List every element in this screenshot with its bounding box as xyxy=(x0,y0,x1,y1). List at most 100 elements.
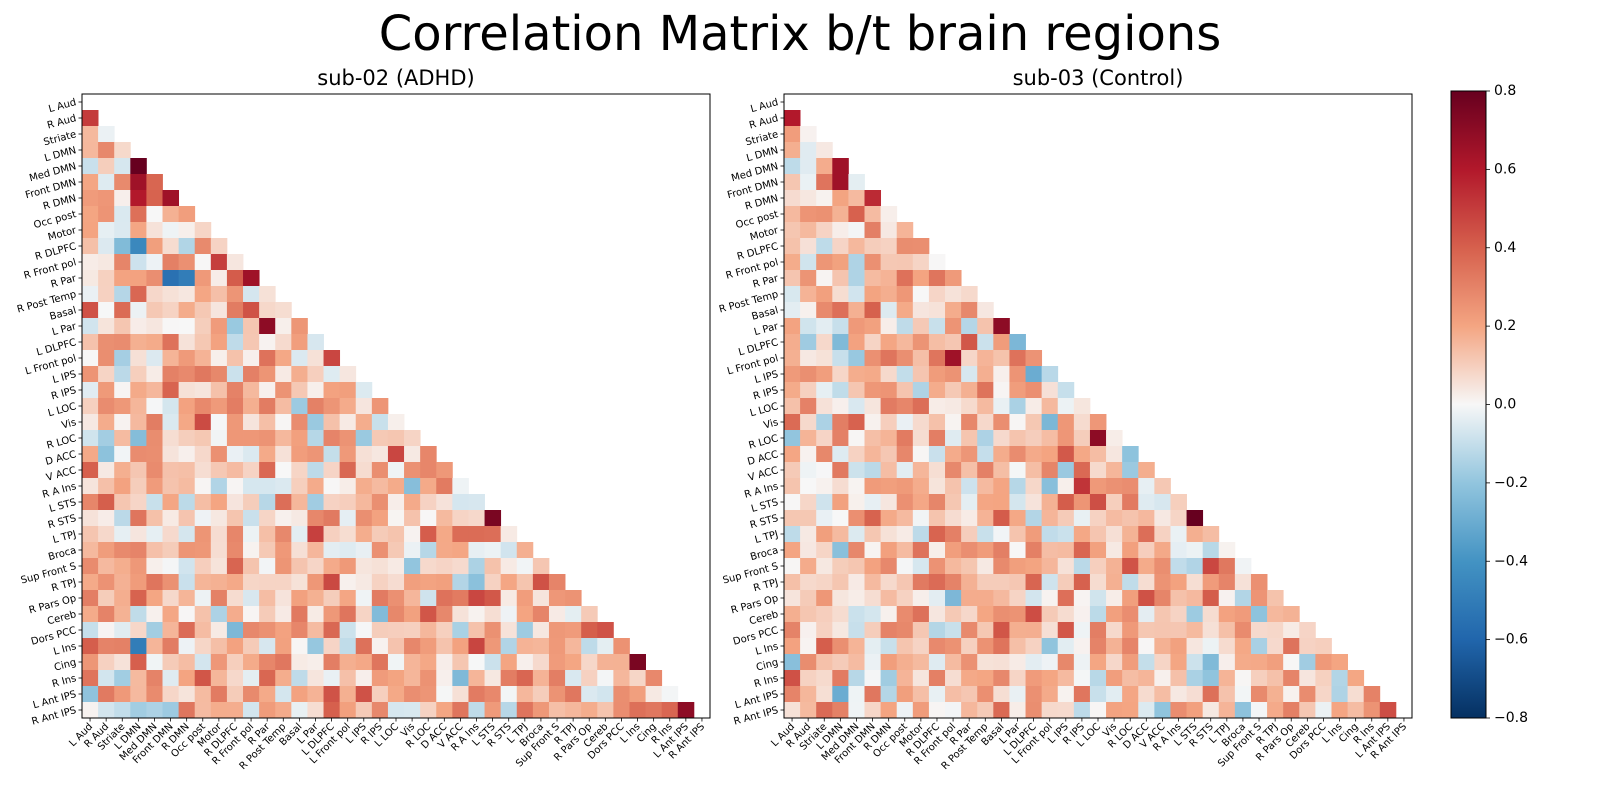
heatmap-cell xyxy=(355,526,373,543)
heatmap-cell xyxy=(848,398,865,415)
heatmap-cell xyxy=(259,542,276,559)
heatmap-cell xyxy=(1089,462,1107,479)
heatmap-cell xyxy=(1025,478,1043,495)
heatmap-cell xyxy=(1057,606,1075,623)
heatmap-cell xyxy=(1106,542,1123,559)
heatmap-cell xyxy=(912,270,930,287)
heatmap-cell xyxy=(98,366,115,383)
heatmap-cell xyxy=(816,158,833,175)
heatmap-cell xyxy=(896,238,914,255)
heatmap-cell xyxy=(912,446,930,463)
heatmap-cell xyxy=(661,686,679,703)
heatmap-cell xyxy=(977,702,994,719)
heatmap-cell xyxy=(194,270,212,287)
heatmap-cell xyxy=(928,478,946,495)
heatmap-cell xyxy=(816,254,833,271)
heatmap-cell xyxy=(226,254,244,271)
heatmap-cell xyxy=(832,334,849,351)
heatmap-cell xyxy=(114,142,131,159)
heatmap-cell xyxy=(82,590,99,607)
heatmap-cell xyxy=(226,702,244,719)
heatmap-cell xyxy=(800,478,817,495)
y-tick-label: L Ins xyxy=(52,641,77,658)
heatmap-cell xyxy=(98,686,115,703)
heatmap-cell xyxy=(896,702,914,719)
heatmap-cell xyxy=(945,670,962,687)
heatmap-cell xyxy=(1154,702,1171,719)
heatmap-cell xyxy=(1170,686,1187,703)
heatmap-cell xyxy=(896,318,914,335)
heatmap-cell xyxy=(800,670,817,687)
heatmap-cell xyxy=(1057,590,1075,607)
heatmap-cell xyxy=(993,638,1010,655)
heatmap-cell xyxy=(194,558,212,575)
heatmap-cell xyxy=(98,462,115,479)
heatmap-cell xyxy=(928,286,946,303)
heatmap-cell xyxy=(1073,430,1091,447)
heatmap-cell xyxy=(864,302,882,319)
heatmap-cell xyxy=(800,686,817,703)
colorbar-tick-label: −0.6 xyxy=(1494,632,1528,648)
heatmap-cell xyxy=(896,302,914,319)
heatmap-cell xyxy=(162,334,180,351)
heatmap-cell xyxy=(178,462,196,479)
heatmap-cell xyxy=(1218,542,1236,559)
heatmap-cell xyxy=(1379,702,1397,719)
heatmap-cell xyxy=(307,382,324,399)
heatmap-cell xyxy=(1122,542,1139,559)
heatmap-cell xyxy=(275,430,292,447)
heatmap-cell xyxy=(98,574,115,591)
heatmap-cell xyxy=(259,478,276,495)
heatmap-cell xyxy=(516,558,534,575)
heatmap-cell xyxy=(1057,622,1075,639)
heatmap-cell xyxy=(146,526,163,543)
heatmap-cell xyxy=(532,590,550,607)
heatmap-cell xyxy=(864,686,882,703)
heatmap-cell xyxy=(961,334,978,351)
heatmap-cell xyxy=(784,686,801,703)
heatmap-cell xyxy=(1122,526,1139,543)
heatmap-cell xyxy=(82,398,99,415)
heatmap-cell xyxy=(661,702,679,719)
heatmap-cell xyxy=(146,558,163,575)
heatmap-cell xyxy=(516,638,534,655)
heatmap-cell xyxy=(961,558,978,575)
heatmap-cell xyxy=(82,206,99,223)
heatmap-cell xyxy=(1186,670,1204,687)
heatmap-cell xyxy=(800,382,817,399)
heatmap-cell xyxy=(210,638,228,655)
heatmap-cell xyxy=(1283,702,1300,719)
heatmap-cell xyxy=(1154,542,1171,559)
heatmap-cell xyxy=(800,446,817,463)
heatmap-cell xyxy=(194,462,212,479)
figure-title: Correlation Matrix b/t brain regions xyxy=(378,6,1222,62)
heatmap-cell xyxy=(114,270,131,287)
heatmap-cell xyxy=(82,142,99,159)
heatmap-cell xyxy=(114,654,131,671)
heatmap-cell xyxy=(1331,686,1348,703)
heatmap-cell xyxy=(945,686,962,703)
heatmap-cell xyxy=(864,446,882,463)
heatmap-cell xyxy=(993,494,1010,511)
heatmap-cell xyxy=(162,206,180,223)
heatmap-cell xyxy=(130,446,147,463)
heatmap-cell xyxy=(1170,654,1187,671)
heatmap-cell xyxy=(880,670,898,687)
heatmap-cell xyxy=(800,414,817,431)
heatmap-cell xyxy=(194,398,212,415)
heatmap-cell xyxy=(1202,606,1220,623)
heatmap-cell xyxy=(516,606,534,623)
heatmap-cell xyxy=(864,254,882,271)
heatmap-cell xyxy=(275,318,292,335)
heatmap-cell xyxy=(848,350,865,367)
heatmap-cell xyxy=(226,590,244,607)
heatmap-cell xyxy=(452,574,469,591)
heatmap-cell xyxy=(291,670,308,687)
heatmap-cell xyxy=(848,654,865,671)
heatmap-cell xyxy=(146,478,163,495)
heatmap-cell xyxy=(1347,686,1365,703)
heatmap-cell xyxy=(1154,622,1171,639)
heatmap-cell xyxy=(162,478,180,495)
heatmap-cell xyxy=(548,686,566,703)
heatmap-cell xyxy=(243,558,260,575)
